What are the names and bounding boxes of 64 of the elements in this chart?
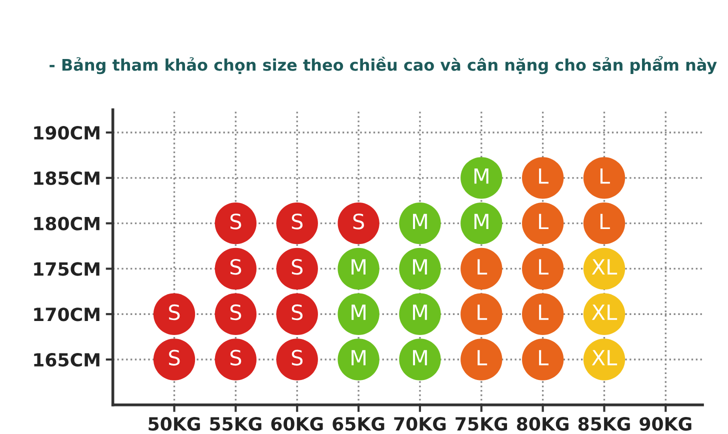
point bbox=[338, 202, 380, 244]
data-label: L bbox=[600, 168, 610, 184]
data-label: S bbox=[292, 304, 303, 320]
data-label: S bbox=[230, 304, 242, 320]
data-label: S bbox=[230, 350, 242, 366]
point bbox=[522, 338, 564, 380]
data-label: XL bbox=[592, 304, 618, 320]
data-label: S bbox=[230, 214, 242, 230]
x-tick-label: 90KG bbox=[640, 417, 692, 431]
x-tick-label: 60KG bbox=[271, 417, 323, 431]
y-tick-label: 180CM bbox=[34, 216, 100, 230]
data-label: M bbox=[413, 350, 427, 366]
data-label: M bbox=[352, 304, 366, 320]
data-label: S bbox=[169, 350, 180, 366]
data-label: L bbox=[478, 304, 488, 320]
x-tick-label: 80KG bbox=[516, 417, 568, 431]
point bbox=[522, 202, 564, 244]
y-tick-label: 170CM bbox=[34, 308, 100, 322]
x-tick-label: 85KG bbox=[578, 417, 630, 431]
y-tick-label: 165CM bbox=[34, 352, 100, 367]
data-label: S bbox=[292, 259, 303, 275]
point bbox=[583, 202, 626, 244]
x-tick-label: 70KG bbox=[394, 417, 446, 431]
data-label: M bbox=[474, 214, 488, 230]
data-label: M bbox=[352, 259, 366, 274]
data-label: XL bbox=[592, 259, 618, 274]
x-tick-label: 55KG bbox=[210, 417, 262, 431]
point bbox=[522, 248, 564, 290]
point bbox=[276, 202, 318, 244]
point bbox=[460, 248, 502, 290]
data-label: L bbox=[600, 214, 610, 230]
x-tick-label: 75KG bbox=[456, 417, 508, 431]
data-label: S bbox=[353, 214, 364, 230]
y-tick-label: 185CM bbox=[34, 171, 100, 186]
data-label: M bbox=[413, 214, 427, 230]
data-label: S bbox=[292, 214, 303, 230]
data-label: L bbox=[478, 259, 488, 274]
data-label: L bbox=[539, 304, 549, 320]
data-label: XL bbox=[592, 350, 618, 366]
y-tick-label: 190CM bbox=[34, 126, 100, 140]
data-label: M bbox=[413, 259, 427, 274]
data-label: L bbox=[539, 259, 549, 274]
data-label: S bbox=[292, 350, 303, 366]
point bbox=[214, 248, 257, 290]
data-label: M bbox=[413, 304, 427, 320]
point bbox=[522, 157, 564, 199]
data-label: L bbox=[539, 168, 549, 184]
point bbox=[214, 202, 257, 244]
chart-title: - Bảng tham khảo chọn size theo chiều cao và cân nặng cho sản phẩm này bbox=[50, 56, 717, 74]
point bbox=[583, 157, 626, 199]
y-tick-label: 175CM bbox=[34, 262, 100, 276]
point bbox=[460, 293, 502, 335]
data-label: M bbox=[352, 350, 366, 366]
x-tick-label: 65KG bbox=[332, 417, 384, 431]
data-label: S bbox=[230, 259, 242, 275]
data-label: S bbox=[169, 304, 180, 320]
point bbox=[460, 338, 502, 380]
x-tick-label: 50KG bbox=[148, 417, 200, 431]
data-label: L bbox=[539, 214, 549, 230]
data-label: M bbox=[474, 168, 488, 184]
data-label: L bbox=[478, 350, 488, 366]
point bbox=[276, 248, 318, 290]
point bbox=[522, 293, 564, 335]
data-label: L bbox=[539, 350, 549, 366]
